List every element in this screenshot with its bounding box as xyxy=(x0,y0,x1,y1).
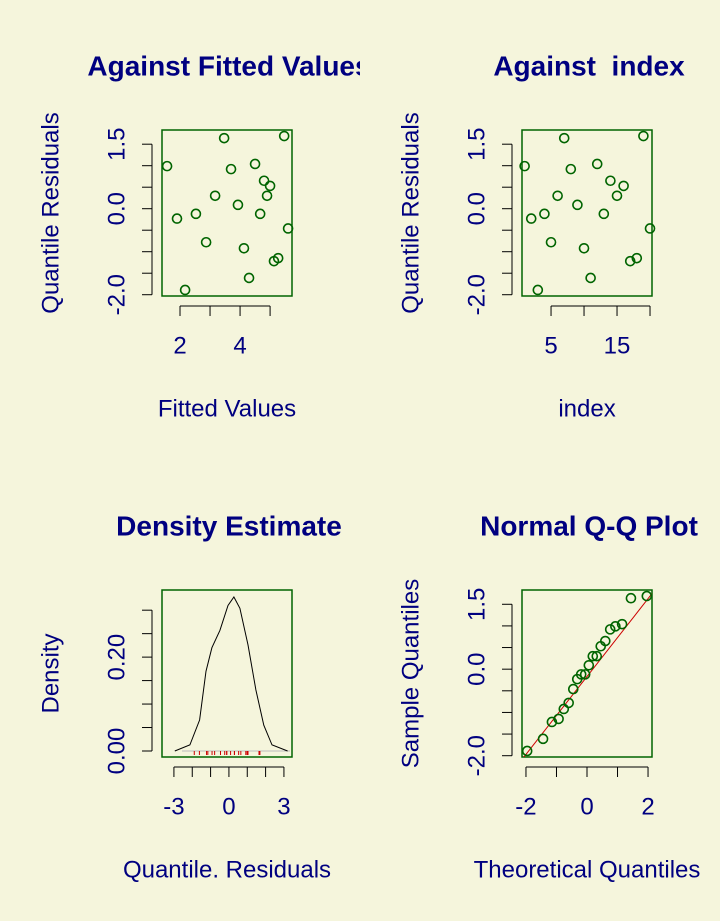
x-tick-label: 5 xyxy=(544,332,557,359)
point xyxy=(625,592,637,604)
y-tick-label: 1.5 xyxy=(103,128,130,161)
point xyxy=(631,252,643,264)
point xyxy=(521,745,533,757)
point xyxy=(525,213,537,224)
plot-frame xyxy=(521,129,653,297)
point xyxy=(278,130,290,142)
point xyxy=(598,208,610,220)
point xyxy=(258,175,270,187)
point xyxy=(232,199,244,211)
plot-frame xyxy=(161,129,293,297)
x-axis-label: Fitted Values xyxy=(158,395,296,422)
point xyxy=(200,236,212,248)
x-tick-label: -2 xyxy=(515,793,536,820)
point xyxy=(545,236,557,248)
point xyxy=(567,683,579,695)
point xyxy=(578,242,590,254)
x-tick-label: -3 xyxy=(163,793,184,820)
point xyxy=(583,659,595,671)
point xyxy=(616,618,628,630)
point xyxy=(604,624,616,635)
panel-title: Normal Q-Q Plot xyxy=(480,510,698,541)
x-tick-label: 4 xyxy=(233,332,246,359)
x-tick-label: 2 xyxy=(641,793,654,820)
y-tick-label: 0.0 xyxy=(103,192,130,225)
point xyxy=(565,163,577,175)
x-axis-label: Theoretical Quantiles xyxy=(474,856,701,883)
x-axis-label: Quantile. Residuals xyxy=(123,856,331,883)
point xyxy=(532,284,544,296)
x-axis-label: index xyxy=(558,395,615,422)
point xyxy=(519,160,530,172)
y-axis-label: Quantile Residuals xyxy=(397,112,424,313)
point xyxy=(243,272,255,284)
point xyxy=(254,208,266,220)
point xyxy=(587,650,599,662)
density-line xyxy=(174,596,288,752)
point xyxy=(638,130,649,142)
point xyxy=(591,158,603,170)
x-tick-label: 0 xyxy=(222,793,235,820)
point xyxy=(264,180,276,192)
plot-frame xyxy=(161,589,293,758)
point xyxy=(585,272,596,284)
point xyxy=(553,713,564,725)
y-tick-label: 1.5 xyxy=(463,588,490,621)
point xyxy=(218,132,230,144)
point xyxy=(644,223,656,234)
point xyxy=(190,208,202,220)
point xyxy=(624,255,636,267)
point xyxy=(605,175,616,187)
point xyxy=(171,213,183,224)
point xyxy=(572,199,583,211)
point xyxy=(618,180,629,192)
point xyxy=(209,190,221,202)
panel-title: Against Fitted Values xyxy=(87,50,370,81)
point xyxy=(579,669,591,680)
x-tick-label: 0 xyxy=(580,793,593,820)
point xyxy=(539,208,550,220)
point xyxy=(610,621,621,632)
point xyxy=(161,160,173,172)
point xyxy=(558,132,570,144)
x-tick-label: 15 xyxy=(604,332,631,359)
y-axis-label: Quantile Residuals xyxy=(37,112,64,313)
y-tick-label: 1.5 xyxy=(463,128,490,161)
qq-line xyxy=(523,593,652,757)
panel-title: Density Estimate xyxy=(116,510,342,541)
plot-frame xyxy=(521,589,653,758)
x-tick-label: 2 xyxy=(173,332,186,359)
y-tick-label: -2.0 xyxy=(463,735,490,776)
y-tick-label: 0.00 xyxy=(103,728,130,775)
point xyxy=(641,590,653,602)
y-tick-label: -2.0 xyxy=(103,274,130,315)
panel-title: Against index xyxy=(493,50,685,81)
point xyxy=(249,158,261,170)
point xyxy=(282,223,294,234)
point xyxy=(272,252,284,264)
x-tick-label: 3 xyxy=(277,793,290,820)
y-tick-label: 0.0 xyxy=(463,192,490,225)
point xyxy=(552,190,563,202)
y-axis-label: Sample Quantiles xyxy=(397,579,424,768)
point xyxy=(611,190,623,202)
y-tick-label: -2.0 xyxy=(463,274,490,315)
point xyxy=(261,190,273,202)
point xyxy=(600,635,611,647)
y-tick-label: 0.20 xyxy=(103,634,130,681)
point xyxy=(591,650,603,662)
point xyxy=(537,733,549,745)
point xyxy=(575,669,587,680)
point xyxy=(546,716,558,728)
point xyxy=(238,242,250,254)
y-axis-label: Density xyxy=(37,633,64,713)
y-tick-label: 0.0 xyxy=(463,652,490,685)
point xyxy=(179,284,191,296)
point xyxy=(563,697,574,709)
point xyxy=(225,163,237,175)
